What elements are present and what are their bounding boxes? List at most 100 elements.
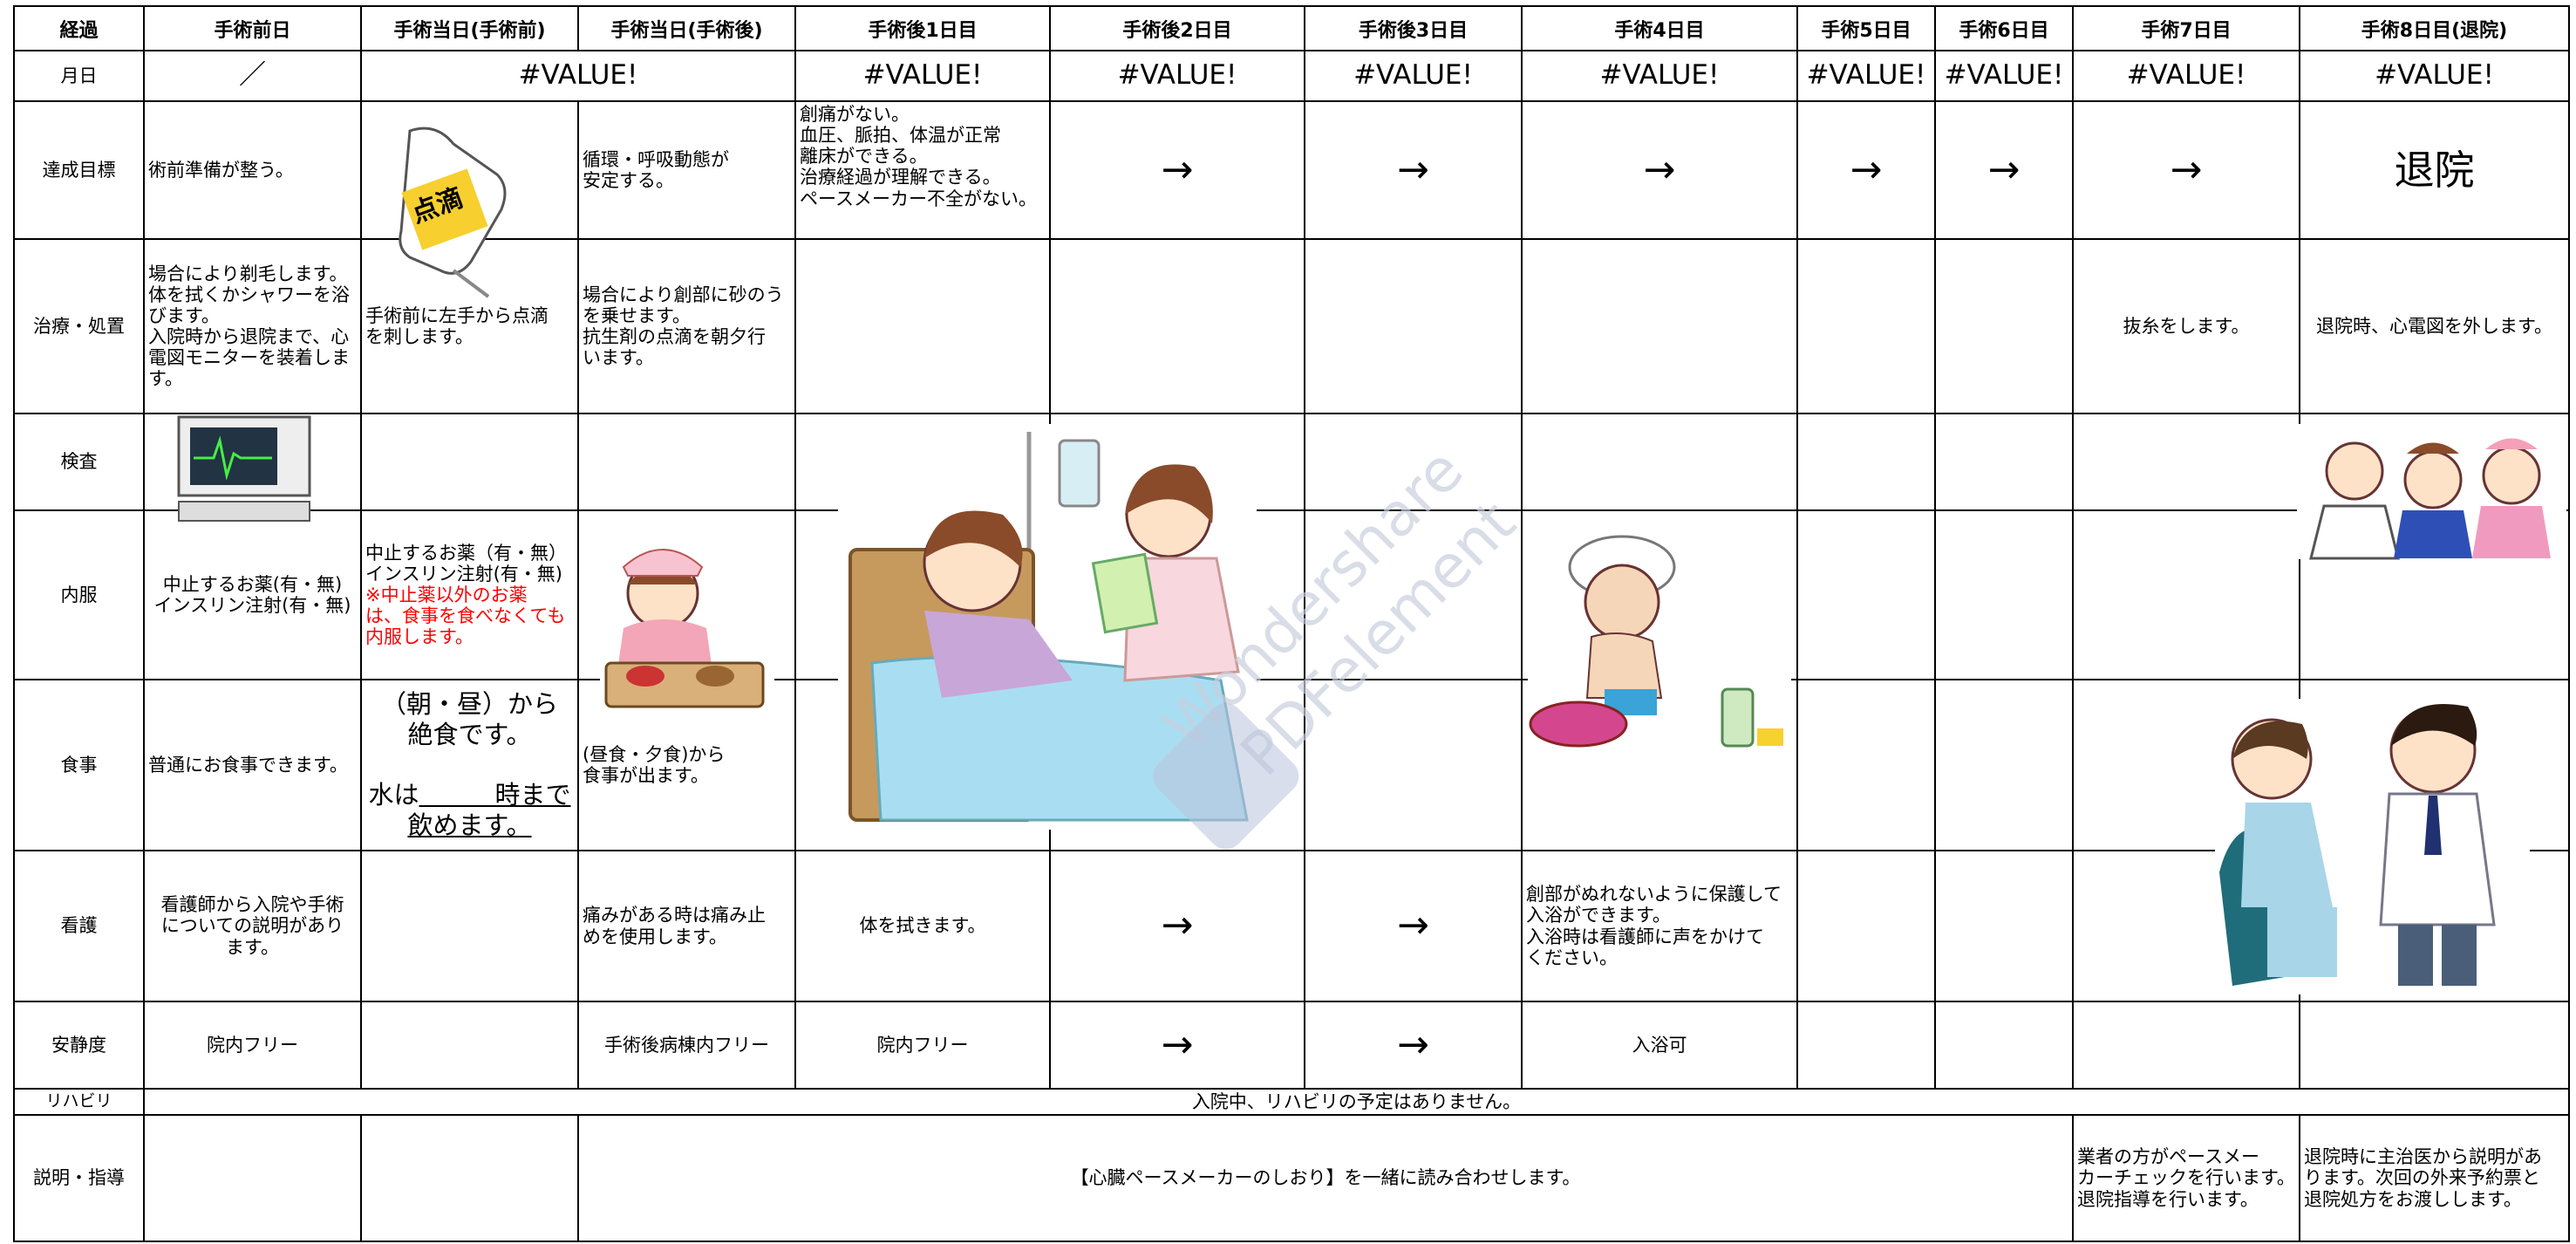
cell <box>577 509 796 680</box>
header-cell: 手術当日(手術後) <box>577 5 796 51</box>
cell: 院内フリー <box>143 1001 362 1090</box>
cell <box>2072 413 2300 511</box>
cell <box>794 509 1051 680</box>
cell <box>143 1114 362 1242</box>
date-cell: #VALUE! <box>1934 50 2074 102</box>
cell <box>794 238 1051 414</box>
cell <box>2072 509 2300 680</box>
cell: 業者の方がペースメー カーチェックを行います。 退院指導を行います。 <box>2072 1114 2300 1242</box>
cell: 創部がぬれないように保護して 入浴ができます。 入浴時は看護師に声をかけて くだ… <box>1521 850 1798 1002</box>
cell: 手術前に左手から点滴 を刺します。 <box>360 238 579 414</box>
cell <box>2072 679 2300 851</box>
cell: 退院 <box>2299 100 2570 240</box>
cell <box>1796 413 1936 511</box>
cell <box>1796 238 1936 414</box>
row-label: 安静度 <box>13 1001 145 1090</box>
header-cell: 手術後1日目 <box>794 5 1051 51</box>
cell <box>1521 679 1798 851</box>
cell <box>2072 1001 2300 1090</box>
cell <box>1521 238 1798 414</box>
cell <box>360 413 579 511</box>
cell: 院内フリー <box>794 1001 1051 1090</box>
cell <box>1304 413 1523 511</box>
cell <box>360 850 579 1002</box>
cell <box>1934 1001 2074 1090</box>
row-label: 食事 <box>13 679 145 851</box>
row-label: 月日 <box>13 50 145 102</box>
cell <box>1934 509 2074 680</box>
note: ※中止薬以外のお薬 は、食事を食べなくても 内服します。 <box>365 584 566 648</box>
arrow: → <box>1049 1001 1305 1090</box>
header-cell: 手術7日目 <box>2072 5 2300 51</box>
cell <box>1796 509 1936 680</box>
cell: （朝・昼）から 絶食です。 水は 時まで 飲めます。 <box>360 679 579 851</box>
arrow: → <box>1304 850 1523 1002</box>
row-label: 検査 <box>13 413 145 511</box>
row-label: 内服 <box>13 509 145 680</box>
date-cell: #VALUE! <box>2072 50 2300 102</box>
cell: 入浴可 <box>1521 1001 1798 1090</box>
cell <box>360 1114 579 1242</box>
cell <box>794 413 1051 511</box>
cell <box>1934 850 2074 1002</box>
cell <box>1049 509 1305 680</box>
cell-text: （朝・昼）から 絶食です。 <box>380 689 558 749</box>
cell <box>577 413 796 511</box>
row-label: 看護 <box>13 850 145 1002</box>
arrow: → <box>1304 1001 1523 1090</box>
header-cell: 手術8日目(退院) <box>2299 5 2570 51</box>
row-label: 治療・処置 <box>13 238 145 414</box>
cell: 【心臓ペースメーカーのしおり】を一緒に読み合わせします。 <box>577 1114 2074 1242</box>
cell <box>1521 509 1798 680</box>
pathway-table: 経過 手術前日 手術当日(手術前) 手術当日(手術後) 手術後1日目 手術後2日目 手術後3… <box>13 5 2570 1242</box>
cell-text: 水は <box>368 780 419 810</box>
cell: 抜糸をします。 <box>2072 238 2300 414</box>
arrow: → <box>1934 100 2074 240</box>
header-cell: 手術前日 <box>143 5 362 51</box>
cell: 場合により創部に砂のう を乗せます。 抗生剤の点滴を朝夕行 います。 <box>577 238 796 414</box>
cell <box>794 679 1051 851</box>
cell <box>2299 850 2570 1002</box>
cell-text: 中止するお薬（有・無） インスリン注射(有・無) <box>365 542 567 584</box>
cell <box>143 413 362 511</box>
cell: 普通にお食事できます。 <box>143 679 362 851</box>
cell: 中止するお薬（有・無） インスリン注射(有・無) ※中止薬以外のお薬 は、食事を食… <box>360 509 579 680</box>
cell: 場合により剃毛します。 体を拭くかシャワーを浴 びます。 入院時から退院まで、心… <box>143 238 362 414</box>
cell <box>1304 679 1523 851</box>
date-cell: #VALUE! <box>1049 50 1305 102</box>
cell: 循環・呼吸動態が 安定する。 <box>577 100 796 240</box>
cell <box>360 1001 579 1090</box>
cell: 入院中、リハビリの予定はありません。 <box>143 1088 2570 1116</box>
cell <box>1934 238 2074 414</box>
header-cell: 手術後3日目 <box>1304 5 1523 51</box>
cell <box>1934 413 2074 511</box>
arrow: → <box>1049 100 1305 240</box>
date-cell: ／ <box>143 50 362 102</box>
cell <box>1304 509 1523 680</box>
cell: 手術後病棟内フリー <box>577 1001 796 1090</box>
cell <box>1049 679 1305 851</box>
cell <box>1796 1001 1936 1090</box>
header-cell: 手術当日(手術前) <box>360 5 579 51</box>
cell: 術前準備が整う。 <box>143 100 362 240</box>
cell: 看護師から入院や手術 についての説明があり ます。 <box>143 850 362 1002</box>
cell <box>2072 850 2300 1002</box>
blank: 時まで <box>419 780 571 810</box>
date-cell: #VALUE! <box>794 50 1051 102</box>
cell <box>2299 679 2570 851</box>
row-label: リハビリ <box>13 1088 145 1116</box>
header-cell: 手術6日目 <box>1934 5 2074 51</box>
cell <box>1049 238 1305 414</box>
date-cell: #VALUE! <box>360 50 796 102</box>
cell <box>2299 1001 2570 1090</box>
header-cell: 手術後2日目 <box>1049 5 1305 51</box>
cell <box>1796 850 1936 1002</box>
cell: 退院時に主治医から説明があ ります。次回の外来予約票と 退院処方をお渡しします。 <box>2299 1114 2570 1242</box>
cell: 中止するお薬(有・無) インスリン注射(有・無) <box>143 509 362 680</box>
arrow: → <box>2072 100 2300 240</box>
date-cell: #VALUE! <box>1521 50 1798 102</box>
arrow: → <box>1796 100 1936 240</box>
cell <box>2299 413 2570 511</box>
cell <box>360 100 579 240</box>
